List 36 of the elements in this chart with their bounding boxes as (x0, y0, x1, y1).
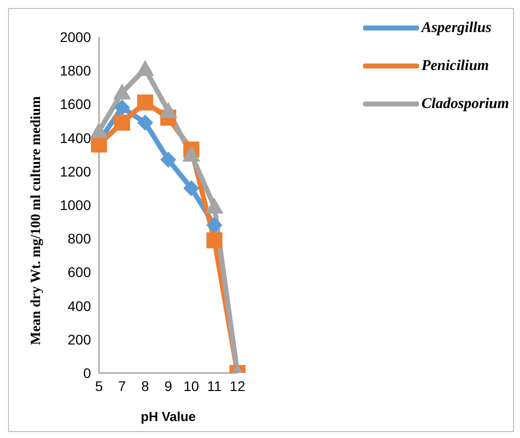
y-tick-label: 400 (68, 298, 92, 314)
legend-label: Aspergillus (421, 20, 492, 36)
point (183, 180, 200, 196)
y-tick-label: 600 (68, 264, 92, 280)
point (90, 122, 108, 138)
point (91, 136, 107, 153)
x-tick-label: 7 (118, 378, 126, 394)
x-tick-label: 10 (184, 378, 200, 394)
legend-label: Cladosporium (421, 96, 509, 112)
x-axis-title: pH Value (140, 409, 196, 424)
point (206, 217, 222, 234)
point (159, 102, 178, 118)
y-tick-label: 800 (68, 230, 92, 247)
point (114, 114, 130, 131)
point (206, 232, 222, 248)
y-tick-label: 200 (68, 331, 92, 348)
point (114, 100, 130, 116)
point (182, 146, 200, 162)
y-tick-label: 1600 (60, 96, 92, 112)
point (160, 152, 176, 168)
y-tick-label: 1000 (60, 196, 92, 213)
point (137, 114, 154, 131)
y-tick-label: 2000 (60, 28, 92, 45)
x-tick-label: 11 (207, 378, 222, 394)
x-tick-label: 9 (164, 378, 172, 394)
x-tick-label: 8 (141, 378, 150, 394)
legend-label: Penicilium (421, 58, 489, 74)
y-tick-label: 0 (83, 364, 92, 381)
y-axis-title: Mean dry Wt. mg/100 ml culture medium (28, 96, 44, 345)
y-tick-label: 1200 (60, 163, 92, 180)
point (205, 198, 224, 214)
x-tick-label: 5 (95, 378, 104, 394)
x-tick-label: 12 (230, 378, 246, 394)
y-tick-label: 1400 (60, 130, 92, 146)
point (137, 94, 154, 111)
y-tick-label: 1800 (60, 62, 92, 79)
